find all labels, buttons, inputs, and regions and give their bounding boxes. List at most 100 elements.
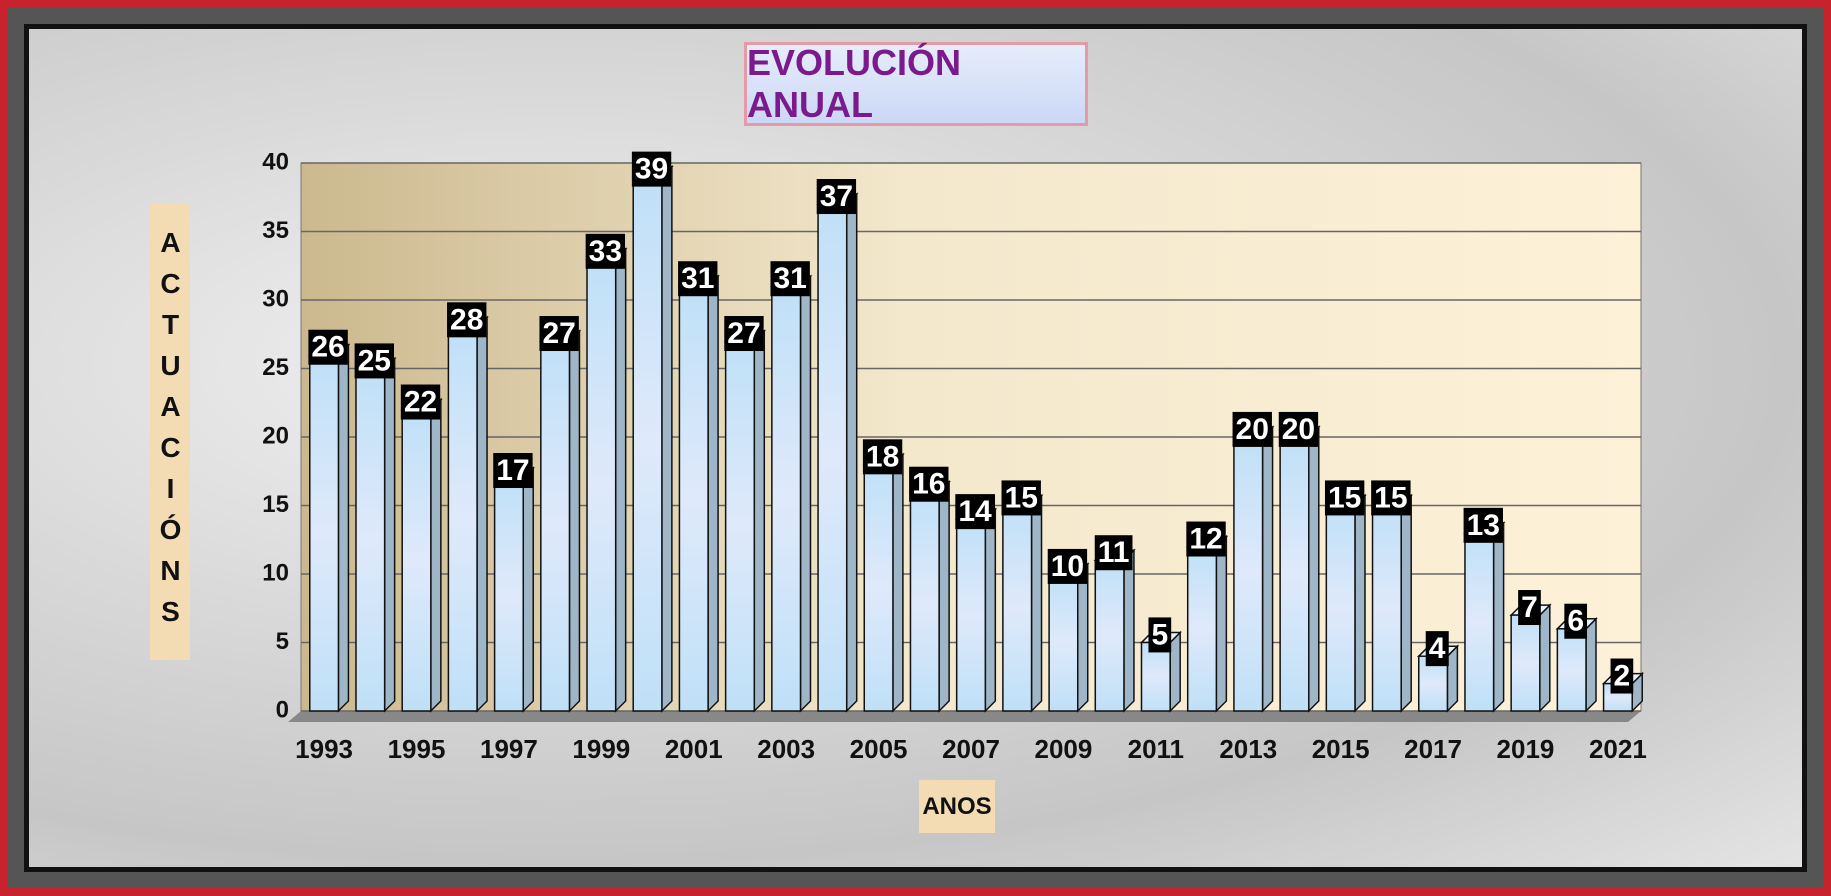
bar-side [568,329,581,713]
value-label-box [631,151,672,187]
value-label-box [308,329,348,365]
bar [1140,641,1171,712]
bar-side [522,466,535,713]
bar [1371,504,1402,712]
bar [355,367,386,712]
bar-side [799,274,812,713]
x-tick-label: 2001 [665,734,723,764]
bar-side [1354,493,1366,713]
bar-side [476,315,488,713]
chart-title: EVOLUCIÓN ANUAL [744,42,1088,126]
value-label: 2 [1614,660,1631,693]
x-tick-label: 2015 [1312,734,1370,764]
bar-side [753,329,766,713]
value-label-box [1232,411,1272,447]
y-tick-label: 20 [262,422,289,449]
bar-side [845,192,858,713]
y-tick-label: 35 [262,217,289,244]
value-label: 28 [450,303,483,336]
bar [724,340,756,712]
x-tick-label: 2007 [942,734,1000,764]
value-label-box [1425,631,1449,667]
x-tick-label: 2017 [1404,734,1462,764]
bar-side [707,274,719,713]
value-label-box [1610,658,1634,694]
value-label: 39 [635,153,668,186]
bar-side [1400,493,1412,713]
value-label: 25 [358,344,391,377]
bar [1325,504,1356,712]
value-label-box [1186,521,1226,557]
bar [401,408,432,712]
y-tick-label: 10 [262,559,289,586]
value-label: 16 [912,468,945,501]
bar-side [1539,603,1551,713]
value-label: 20 [1282,413,1315,446]
value-label: 33 [589,235,622,268]
value-label: 15 [1328,481,1361,514]
x-tick-label: 2019 [1497,734,1555,764]
bar-side [984,507,997,713]
value-label: 5 [1151,618,1168,651]
bar-side [1308,425,1320,713]
value-label-box [909,466,949,502]
bar-side [1446,644,1459,713]
value-label-box [400,384,441,420]
value-label-box [955,494,995,530]
bar [1279,436,1310,712]
y-tick-label: 15 [262,491,289,518]
value-label-box [1047,548,1088,584]
bar [1464,532,1495,712]
bar-side [938,479,950,713]
x-tick-label: 2011 [1128,734,1184,764]
bar [1186,545,1218,712]
value-label: 14 [958,495,992,528]
bar [1556,628,1587,712]
value-label-box [585,233,626,269]
bar [1094,559,1125,712]
bar [771,285,802,712]
value-label: 26 [311,331,344,364]
value-label-box [1001,480,1041,516]
bar-side [1123,548,1135,713]
bar-side [1492,521,1505,713]
bar [817,203,848,712]
value-label-box [1148,617,1172,653]
bar-side [1585,616,1597,713]
value-label: 13 [1467,509,1500,542]
x-tick-label: 2003 [757,734,815,764]
value-label-box [1094,535,1133,571]
value-label: 20 [1236,413,1269,446]
value-label: 22 [404,386,437,419]
value-label: 27 [542,317,575,350]
bar-side [892,452,904,713]
value-label-box [770,261,810,297]
value-label: 37 [820,180,853,213]
x-tick-label: 1997 [480,734,538,764]
x-tick-label: 2013 [1219,734,1277,764]
bar [447,326,478,712]
bar [1048,573,1079,712]
floor [288,711,1641,722]
bar-side [1076,562,1089,713]
bar [1233,436,1264,712]
bar [955,518,987,712]
value-label-box [1371,480,1411,516]
value-label: 11 [1098,536,1130,569]
y-tick-label: 30 [262,285,289,312]
bar-side [614,247,627,713]
value-label-box [678,261,718,297]
value-label: 6 [1567,605,1584,638]
y-tick-label: 0 [276,696,289,723]
bar-side [383,356,396,713]
value-label-box [447,302,487,338]
y-tick-label: 40 [262,148,289,175]
bar [586,258,617,712]
bar [1002,504,1033,712]
bar-side [661,164,673,713]
bar [493,477,525,712]
value-label-box [724,316,764,352]
value-label-box [1518,590,1541,626]
value-label: 31 [681,262,714,295]
bar-side [1215,534,1228,713]
